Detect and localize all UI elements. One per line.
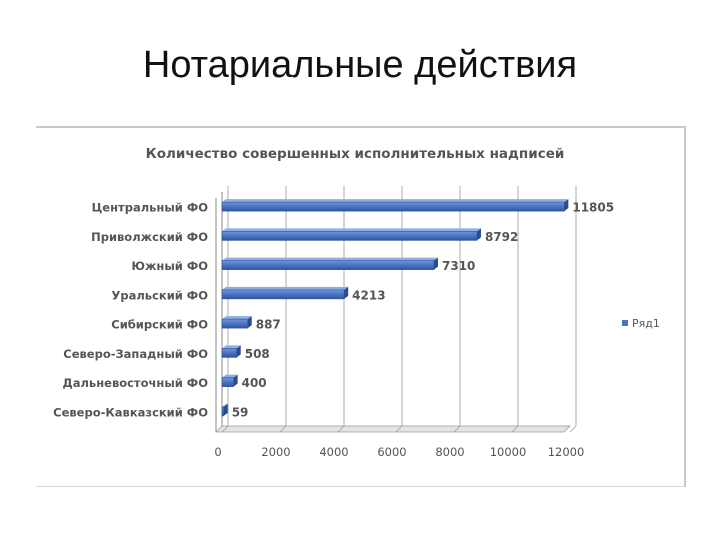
x-gridline-floor: [511, 425, 519, 433]
x-gridline-floor: [453, 425, 461, 433]
bar-side: [344, 286, 349, 299]
x-tick-label: 8000: [435, 445, 464, 459]
bar-value-label: 7310: [442, 259, 475, 273]
bar-value-label: 508: [245, 347, 270, 361]
x-gridline-floor: [395, 425, 403, 433]
bar: [221, 377, 234, 387]
category-label: Сибирский ФО: [111, 318, 208, 332]
bar-value-label: 400: [242, 376, 267, 390]
legend-swatch: [622, 320, 628, 326]
x-tick-label: 12000: [548, 445, 585, 459]
bar: [221, 348, 238, 358]
bar-top: [222, 374, 238, 378]
bar-top: [222, 316, 252, 320]
plot-floor: [215, 425, 571, 433]
x-gridline-floor: [337, 425, 345, 433]
bar-top: [222, 228, 481, 232]
x-tick-label: 2000: [261, 445, 290, 459]
x-gridline-floor: [279, 425, 287, 433]
bar-value-label: 887: [256, 318, 281, 332]
category-label: Центральный ФО: [92, 201, 209, 215]
bar-value-label: 59: [232, 405, 249, 419]
legend-label: Ряд1: [632, 317, 660, 330]
slide-title: Нотариальные действия: [142, 44, 578, 86]
bar-side: [236, 345, 241, 358]
x-tick-label: 6000: [377, 445, 406, 459]
x-tick-label: 10000: [490, 445, 527, 459]
category-label: Приволжский ФО: [91, 230, 208, 244]
x-gridline-floor: [221, 425, 229, 433]
bar-top: [222, 286, 349, 290]
chart-title: Количество совершенных исполнительных на…: [146, 146, 565, 162]
category-label: Уральский ФО: [112, 288, 209, 302]
x-tick-label: 0: [214, 445, 221, 459]
bar-side: [433, 257, 438, 270]
category-label: Северо-Кавказский ФО: [53, 405, 208, 419]
bar-side: [476, 228, 481, 241]
bar-value-label: 4213: [352, 288, 385, 302]
plot-back-wall: [222, 186, 576, 426]
bar-side: [564, 199, 569, 212]
bar-side: [223, 403, 228, 416]
category-label: Дальневосточный ФО: [63, 376, 209, 390]
bar: [221, 289, 345, 300]
bar-side: [247, 316, 252, 329]
bar: [221, 406, 225, 417]
bar-top: [222, 257, 438, 261]
bar: [221, 260, 435, 270]
bar: [221, 201, 565, 212]
x-tick-label: 4000: [319, 445, 348, 459]
bar: [221, 231, 478, 241]
bar-top: [222, 199, 569, 203]
bar-top: [222, 403, 228, 407]
category-label: Южный ФО: [131, 259, 208, 273]
bar-value-label: 8792: [485, 230, 518, 244]
bar-top: [222, 345, 241, 349]
bar: [221, 318, 249, 329]
x-gridline-floor: [569, 425, 577, 433]
bar-value-label: 11805: [572, 201, 614, 215]
bar-side: [233, 374, 238, 387]
category-label: Северо-Западный ФО: [63, 347, 208, 361]
